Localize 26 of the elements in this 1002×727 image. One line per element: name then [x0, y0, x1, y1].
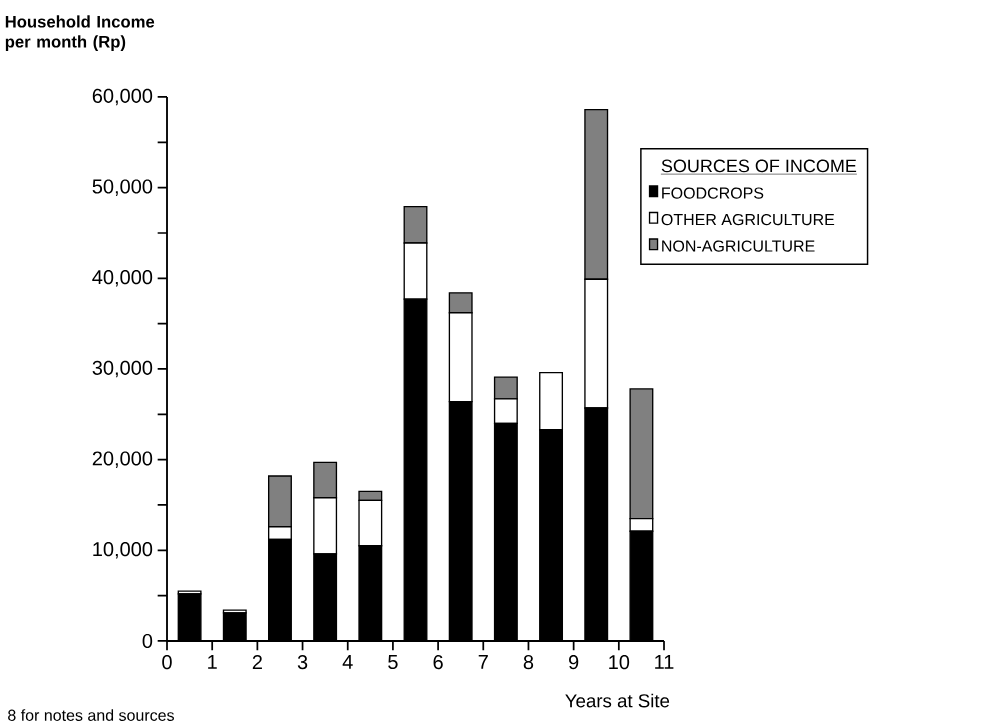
y-tick-label: 60,000 [92, 88, 153, 106]
x-tick-label: 8 [523, 655, 534, 670]
text: 8 for notes and sources [8, 709, 174, 721]
legend-label: NON-AGRICULTURE [662, 240, 815, 252]
y-tick-label: 40,000 [92, 270, 153, 287]
x-tick-label: 4 [342, 655, 353, 669]
legend-title: SOURCES OF INCOME [661, 159, 857, 173]
x-tick-label: 10 [609, 655, 630, 670]
x-tick-label: 0 [162, 655, 172, 670]
x-tick-label: 1 [208, 655, 217, 669]
x-tick-label: 5 [388, 655, 398, 669]
x-tick-label: 9 [569, 655, 579, 670]
y-tick-label: 0 [142, 633, 153, 649]
y-tick-label: 20,000 [92, 451, 153, 468]
x-tick-label: 3 [297, 655, 308, 670]
y-axis-title: Household Income per month (Rp) [5, 15, 155, 51]
legend-label: OTHER AGRICULTURE [661, 213, 835, 226]
y-tick-label: 10,000 [93, 542, 153, 559]
y-tick-label: 50,000 [92, 179, 153, 196]
legend-label: FOODCROPS [662, 187, 764, 199]
x-tick-label: 2 [252, 655, 262, 669]
x-tick-label: 7 [478, 655, 488, 669]
x-axis-title: Years at Site [565, 693, 670, 708]
x-tick-label: 11 [655, 655, 674, 669]
y-tick-label: 30,000 [92, 360, 153, 378]
x-tick-label: 6 [433, 655, 443, 670]
